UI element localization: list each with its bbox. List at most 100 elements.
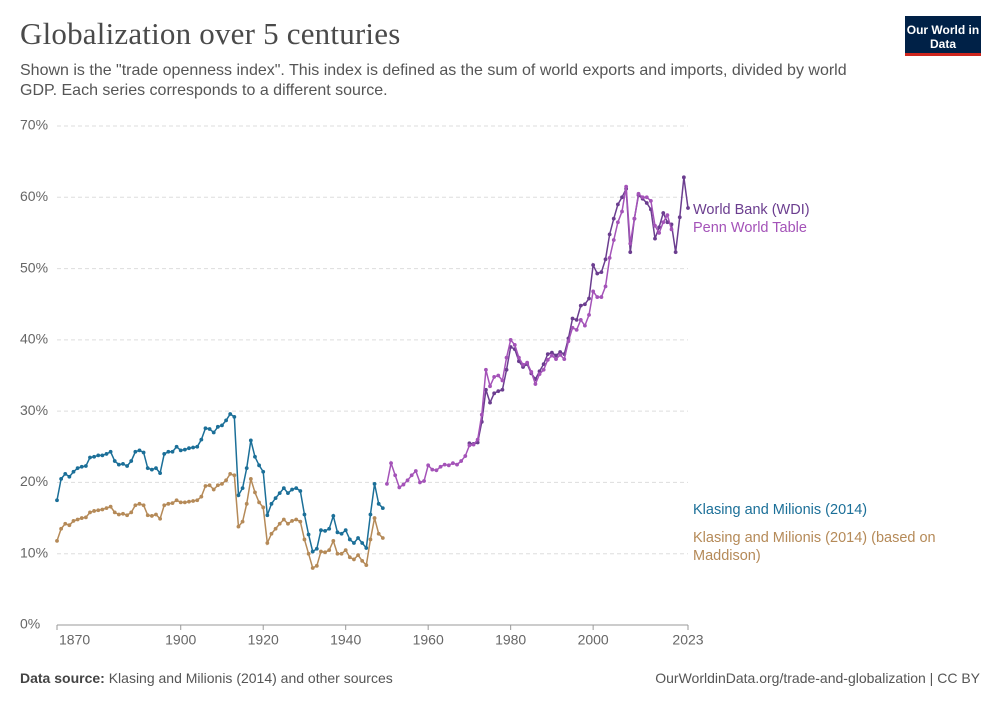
series-point	[657, 225, 662, 230]
series-point	[595, 295, 600, 299]
series-point	[145, 513, 150, 518]
series-point	[599, 270, 604, 275]
series-point	[352, 557, 356, 562]
series-point	[116, 462, 121, 467]
series-point	[603, 257, 608, 262]
series-point	[125, 513, 130, 518]
series-point	[335, 551, 340, 556]
series-point	[368, 512, 373, 517]
series-point	[187, 446, 191, 451]
series-point	[133, 503, 138, 508]
series-point	[100, 507, 105, 512]
series-point	[545, 357, 550, 362]
series-point	[141, 450, 146, 455]
footer-url[interactable]: OurWorldinData.org/trade-and-globalizati…	[655, 670, 980, 686]
series-point	[244, 466, 249, 471]
series-point	[397, 485, 402, 490]
series-point	[261, 505, 266, 510]
y-tick-label: 40%	[20, 331, 48, 347]
series-point	[63, 471, 68, 476]
series-point	[459, 459, 464, 463]
series-point	[537, 372, 542, 376]
series-point	[100, 453, 105, 458]
series-point	[434, 468, 439, 473]
series-point	[104, 506, 109, 510]
series-point	[525, 360, 530, 365]
y-tick-label: 30%	[20, 402, 48, 418]
series-point	[364, 563, 369, 568]
series-point	[257, 500, 261, 505]
series-point	[327, 526, 332, 531]
series-point	[273, 496, 278, 501]
series-point	[496, 389, 501, 394]
series-point	[71, 519, 76, 523]
series-point	[137, 448, 142, 453]
series-point	[446, 463, 451, 468]
series-point	[582, 323, 587, 328]
series-point	[595, 271, 600, 276]
series-point	[302, 537, 307, 542]
series-point	[269, 501, 274, 506]
series-point	[75, 466, 80, 471]
logo[interactable]: Our World in Data	[905, 16, 981, 56]
series-point	[636, 191, 641, 196]
series-point	[331, 514, 336, 518]
subtitle: Shown is the "trade openness index". Thi…	[20, 62, 847, 99]
series-point	[286, 521, 290, 526]
series-point	[310, 549, 315, 554]
series-point	[59, 526, 64, 531]
series-point	[628, 250, 633, 255]
series-label[interactable]: Klasing and Milionis (2014) (based on Ma…	[693, 530, 936, 564]
series-point	[570, 316, 575, 321]
series-point	[492, 391, 497, 396]
series-point	[162, 452, 167, 456]
series-point	[653, 223, 657, 228]
series-point	[207, 483, 212, 488]
y-tick-label: 60%	[20, 188, 48, 204]
series-point	[471, 442, 476, 447]
series-point	[63, 521, 68, 526]
x-tick-label: 1920	[248, 632, 279, 648]
series-point	[669, 227, 674, 232]
series-point	[422, 479, 426, 483]
series-point	[71, 469, 76, 474]
series-point	[228, 471, 233, 476]
series-point	[265, 541, 270, 545]
series-point	[228, 412, 233, 416]
series-point	[578, 303, 583, 308]
series-point	[607, 232, 612, 237]
series-point	[484, 387, 488, 392]
series-point	[88, 455, 92, 460]
series-point	[75, 517, 80, 522]
series-point	[166, 449, 171, 454]
series-point	[624, 184, 629, 189]
series-point	[240, 519, 245, 524]
series-point	[644, 195, 649, 200]
series-point	[611, 216, 616, 221]
series-point	[566, 339, 571, 344]
series-point	[298, 519, 303, 524]
series-point	[236, 493, 241, 498]
series-point	[92, 454, 97, 459]
series-point	[129, 459, 134, 463]
series-point	[380, 506, 385, 510]
series-label[interactable]: World Bank (WDI)	[693, 202, 810, 218]
series-point	[129, 510, 134, 515]
series-point	[149, 467, 154, 472]
series-label[interactable]: Penn World Table	[693, 220, 807, 236]
series-point	[67, 523, 72, 528]
series-point	[496, 373, 501, 378]
series-point	[248, 438, 253, 443]
series-point	[517, 355, 521, 360]
series-point	[199, 494, 204, 499]
series-point	[409, 473, 414, 478]
series-point	[632, 216, 637, 221]
series-point	[310, 566, 315, 570]
series-point	[615, 220, 620, 225]
series-point	[686, 206, 690, 210]
series-point	[413, 469, 418, 473]
series-point	[281, 486, 286, 491]
series-label[interactable]: Klasing and Milionis (2014)	[693, 502, 868, 518]
series-point	[578, 317, 583, 322]
